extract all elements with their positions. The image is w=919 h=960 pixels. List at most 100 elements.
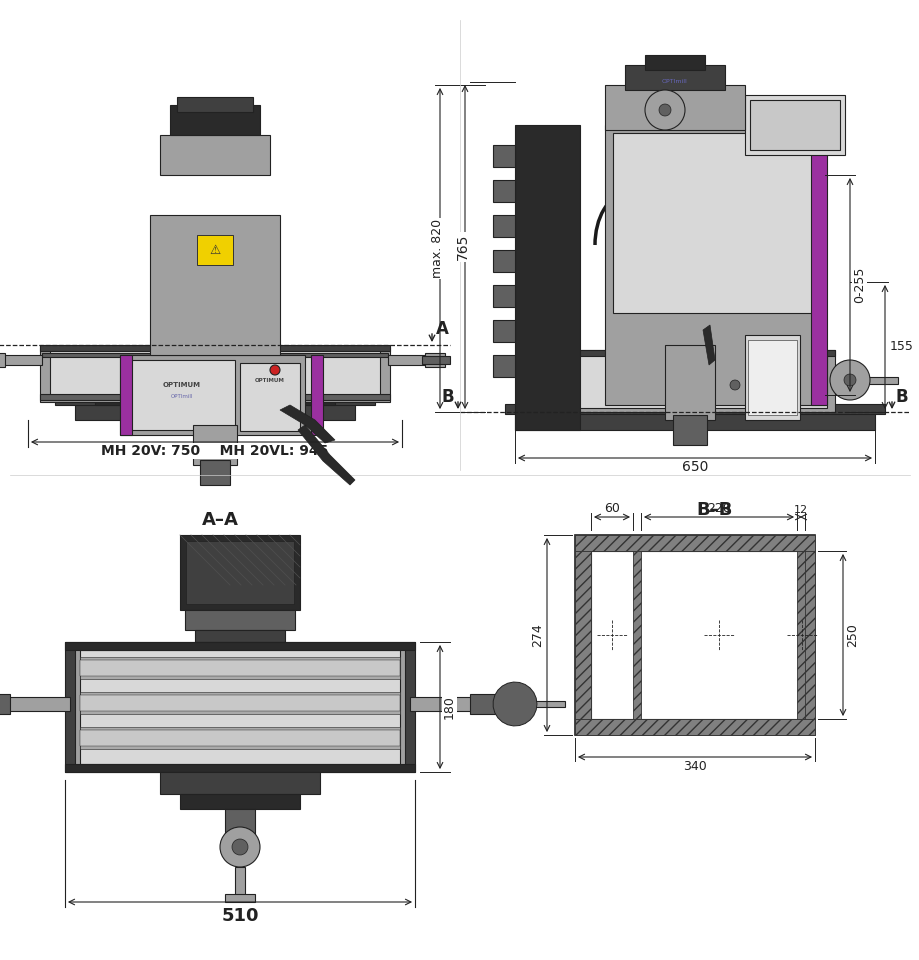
Text: 274: 274 [530, 623, 543, 647]
Bar [40, 345, 390, 351]
Text: 220: 220 [707, 502, 730, 515]
Bar [562, 354, 826, 408]
Bar [554, 350, 834, 412]
Text: 340: 340 [683, 760, 706, 773]
Bar [195, 630, 285, 642]
Text: A–A: A–A [201, 511, 238, 529]
Bar [40, 394, 390, 400]
Bar [175, 327, 255, 375]
Bar [311, 355, 323, 435]
Bar [605, 125, 824, 405]
Bar [605, 85, 744, 130]
Bar [554, 350, 834, 356]
Bar [80, 650, 400, 764]
Circle shape [220, 827, 260, 867]
Bar [55, 395, 375, 405]
Bar [175, 325, 255, 355]
Bar [193, 425, 237, 465]
Text: 510: 510 [221, 907, 258, 925]
Text: OPTIMUM: OPTIMUM [163, 382, 200, 388]
Text: 180: 180 [443, 695, 456, 719]
Bar [493, 250, 515, 272]
Bar [170, 105, 260, 135]
Circle shape [729, 380, 739, 390]
Circle shape [658, 104, 670, 116]
Bar [275, 380, 335, 405]
Text: 0-255: 0-255 [852, 267, 865, 303]
Bar [425, 353, 445, 367]
Text: MH 20V: 750    MH 20VL: 945: MH 20V: 750 MH 20VL: 945 [101, 444, 328, 458]
Bar [612, 133, 816, 313]
Circle shape [843, 374, 855, 386]
Bar [624, 65, 724, 90]
Circle shape [829, 360, 869, 400]
Bar [180, 535, 300, 610]
Polygon shape [298, 425, 355, 485]
Bar [0, 355, 42, 365]
Polygon shape [493, 682, 537, 726]
Text: B: B [895, 388, 907, 406]
Bar [5, 697, 70, 711]
Bar [796, 551, 804, 719]
Bar [798, 551, 814, 719]
Text: 60: 60 [604, 502, 619, 515]
Bar [150, 215, 279, 355]
Bar [75, 647, 404, 767]
Bar [80, 692, 400, 714]
Bar [65, 764, 414, 772]
Bar [673, 415, 706, 445]
Bar [590, 551, 798, 719]
Bar [574, 535, 814, 735]
Bar [265, 370, 345, 385]
Bar [422, 356, 449, 364]
Bar [747, 340, 796, 415]
Bar [574, 535, 814, 551]
Polygon shape [702, 325, 714, 365]
Bar [410, 697, 474, 711]
Bar [176, 97, 253, 112]
Polygon shape [279, 405, 335, 443]
Bar [80, 727, 400, 749]
Bar [225, 894, 255, 902]
Bar [95, 380, 154, 405]
Circle shape [269, 365, 279, 375]
Bar [180, 794, 300, 809]
Bar [744, 335, 800, 420]
Bar [119, 355, 131, 435]
Bar [811, 125, 826, 405]
Bar [65, 642, 414, 650]
Bar [744, 95, 844, 155]
Bar [644, 55, 704, 70]
Bar [80, 657, 400, 679]
Bar [240, 363, 300, 431]
Text: B–B: B–B [696, 501, 732, 519]
Text: max. 820: max. 820 [431, 219, 444, 278]
Bar [493, 145, 515, 167]
Bar [199, 460, 230, 485]
Bar [532, 701, 564, 707]
Text: 650: 650 [681, 460, 708, 474]
Bar [0, 694, 10, 714]
Bar [515, 412, 874, 430]
Bar [160, 772, 320, 794]
Text: 12: 12 [793, 505, 807, 515]
Text: OPTImill: OPTImill [171, 395, 193, 399]
Text: B: B [441, 388, 454, 406]
Bar [160, 135, 269, 175]
Bar [80, 660, 400, 676]
Bar [493, 180, 515, 202]
Bar [493, 355, 515, 377]
Bar [505, 404, 884, 414]
Bar [80, 695, 400, 711]
Bar [515, 125, 579, 430]
Bar [42, 353, 388, 357]
Bar [130, 360, 234, 430]
Circle shape [232, 839, 248, 855]
Bar [493, 285, 515, 307]
Bar [470, 694, 494, 714]
Bar [85, 370, 165, 385]
Text: OPTIMUM: OPTIMUM [255, 377, 285, 382]
Text: 155: 155 [889, 341, 913, 353]
Text: A: A [435, 320, 448, 338]
Bar [867, 377, 897, 384]
